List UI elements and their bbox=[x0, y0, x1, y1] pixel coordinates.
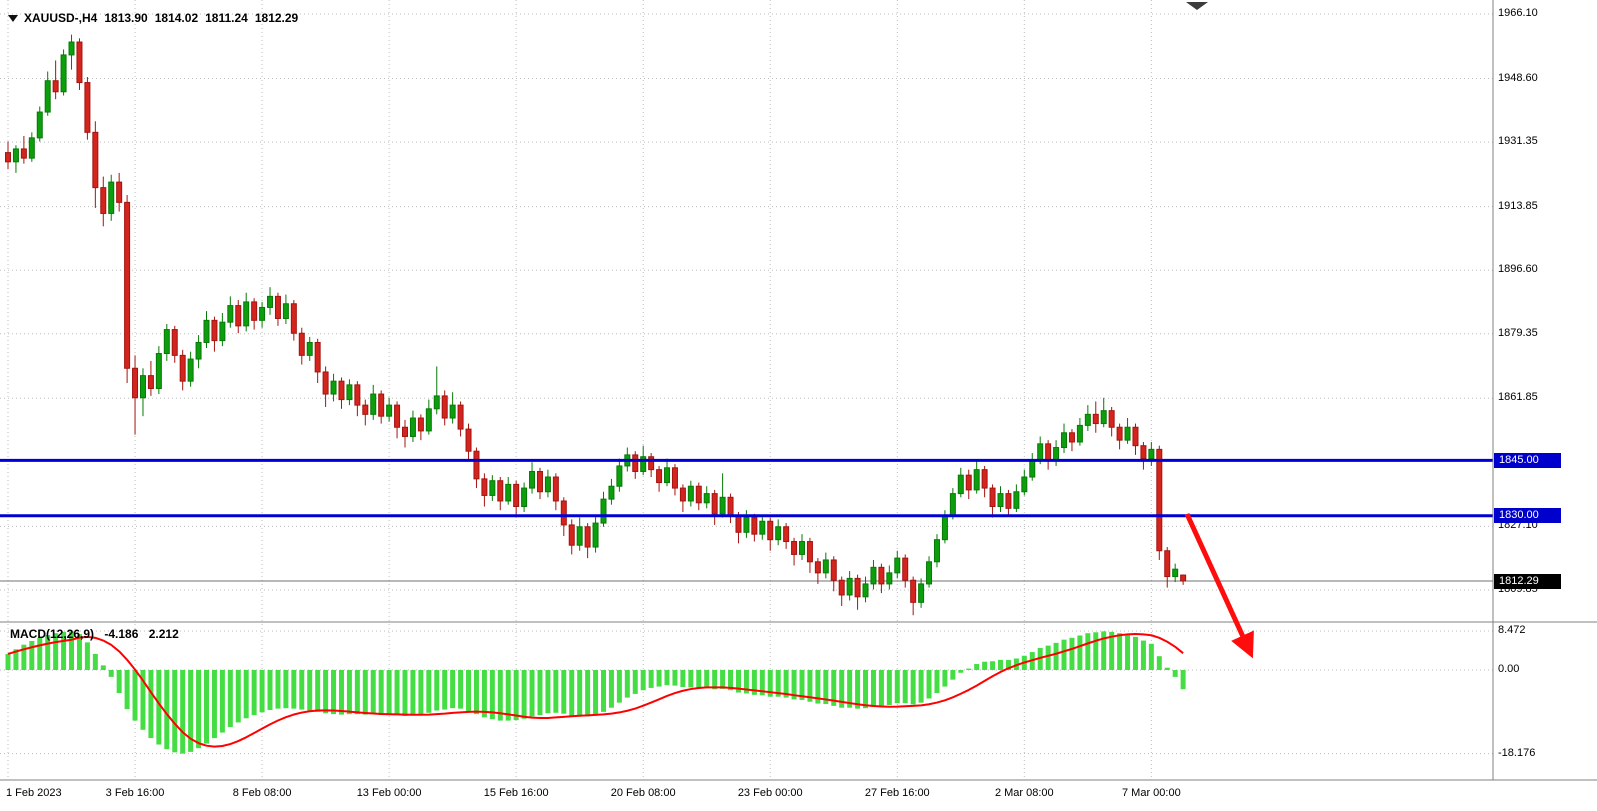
macd-signal-line bbox=[7, 633, 1184, 748]
symbol-period-label: XAUUSD-,H4 bbox=[24, 11, 98, 25]
macd-signal-value: 2.212 bbox=[148, 627, 179, 641]
macd-indicator-label: MACD(12,26,9) -4.186 2.212 bbox=[10, 627, 179, 641]
time-axis-label: 23 Feb 00:00 bbox=[737, 787, 803, 799]
trend-arrow-annotation[interactable] bbox=[1184, 512, 1254, 659]
time-axis-label: 7 Mar 00:00 bbox=[1122, 787, 1181, 799]
macd-axis-label: -18.176 bbox=[1498, 746, 1536, 759]
time-axis-label: 2 Mar 08:00 bbox=[994, 787, 1054, 799]
quote-high: 1814.02 bbox=[154, 11, 199, 25]
price-axis-label: 1966.10 bbox=[1498, 7, 1538, 19]
last-price-badge: 1812.29 bbox=[1494, 573, 1561, 589]
price-level-badge-1845: 1845.00 bbox=[1494, 452, 1561, 468]
price-axis-label: 1948.60 bbox=[1498, 71, 1538, 84]
macd-axis-label: 0.00 bbox=[1498, 663, 1520, 675]
time-axis-label: 8 Feb 08:00 bbox=[232, 787, 292, 799]
time-axis-label: 1 Feb 2023 bbox=[6, 787, 62, 799]
time-axis-label: 13 Feb 00:00 bbox=[356, 787, 422, 799]
price-axis-label: 1861.85 bbox=[1498, 391, 1538, 404]
candlestick-series bbox=[5, 34, 1187, 616]
grid bbox=[0, 0, 1493, 780]
quote-low: 1811.24 bbox=[205, 11, 248, 25]
macd-name: MACD(12,26,9) bbox=[10, 627, 95, 641]
price-axis-label: 1931.35 bbox=[1498, 135, 1538, 148]
macd-axis-label: 8.472 bbox=[1498, 624, 1526, 637]
price-axis-label: 1896.60 bbox=[1498, 263, 1538, 276]
time-axis-label: 15 Feb 16:00 bbox=[483, 787, 549, 799]
chart-shift-marker-icon[interactable] bbox=[1186, 2, 1208, 10]
price-axis-label: 1913.85 bbox=[1498, 199, 1538, 212]
time-axis-label: 27 Feb 16:00 bbox=[864, 787, 930, 799]
macd-main-value: -4.186 bbox=[104, 627, 139, 641]
quote-open: 1813.90 bbox=[104, 11, 148, 25]
chart-quote-header: XAUUSD-,H4 1813.90 1814.02 1811.24 1812.… bbox=[8, 11, 298, 25]
quote-dropdown-triangle-icon[interactable] bbox=[8, 14, 18, 22]
quote-close: 1812.29 bbox=[254, 11, 299, 25]
price-axis-label: 1879.35 bbox=[1498, 326, 1538, 339]
time-axis-label: 20 Feb 08:00 bbox=[610, 787, 676, 799]
price-level-badge-1830: 1830.00 bbox=[1494, 508, 1561, 524]
macd-histogram bbox=[5, 631, 1186, 754]
time-axis-label: 3 Feb 16:00 bbox=[105, 787, 165, 799]
